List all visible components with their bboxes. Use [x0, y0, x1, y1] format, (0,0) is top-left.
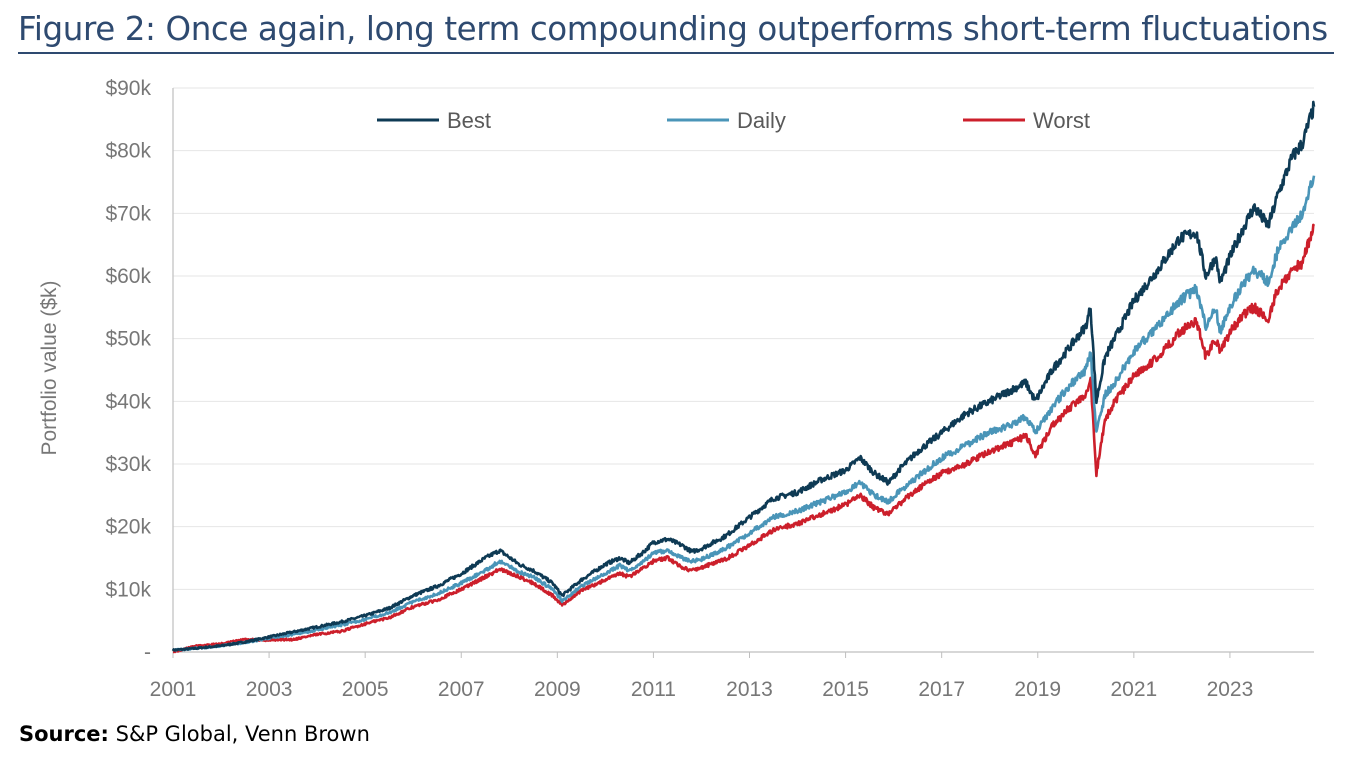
y-tick-label: $10k	[105, 578, 151, 601]
series-line-daily	[172, 175, 1316, 652]
x-tick-label: 2021	[1110, 678, 1157, 700]
y-tick-label: $80k	[105, 140, 151, 163]
gridlines	[173, 87, 1314, 590]
legend-label-best: Best	[447, 108, 491, 133]
y-tick-label: -	[144, 641, 151, 664]
title-underline	[18, 52, 1334, 54]
y-tick-labels: - $10k $20k $30k $40k $50k $60k $70k $80k $90k	[105, 77, 151, 664]
y-tick-label: $60k	[105, 265, 151, 288]
portfolio-line-chart: - $10k $20k $30k $40k $50k $60k $70k $80k $90k 20…	[38, 77, 1316, 700]
x-tick-label: 2019	[1014, 678, 1061, 700]
axes	[172, 88, 1314, 658]
y-tick-label: $90k	[105, 77, 151, 100]
source-label: Source:	[19, 722, 109, 746]
x-tick-label: 2013	[726, 678, 773, 700]
source-note: Source: S&P Global, Venn Brown	[19, 722, 370, 746]
x-tick-label: 2005	[342, 678, 389, 700]
series-line-best	[171, 100, 1316, 652]
x-tick-labels: 2001 2003 2005 2007 2009 2011 2013 2015 2017 2019…	[150, 678, 1254, 700]
x-tick-label: 2003	[246, 678, 293, 700]
y-tick-label: $20k	[105, 516, 151, 539]
legend-label-daily: Daily	[737, 108, 786, 133]
x-tick-label: 2015	[822, 678, 869, 700]
x-tick-label: 2017	[918, 678, 965, 700]
legend-label-worst: Worst	[1033, 108, 1090, 133]
y-tick-label: $30k	[105, 453, 151, 476]
legend: Best Daily Worst	[377, 108, 1090, 133]
series-lines	[171, 100, 1316, 654]
y-tick-label: $70k	[105, 202, 151, 225]
source-text: S&P Global, Venn Brown	[108, 722, 370, 746]
series-line-worst	[172, 223, 1316, 654]
chart-title: Figure 2: Once again, long term compound…	[18, 10, 1328, 48]
x-tick-label: 2023	[1207, 678, 1254, 700]
y-tick-label: $50k	[105, 328, 151, 351]
y-tick-label: $40k	[105, 390, 151, 413]
x-tick-label: 2001	[150, 678, 197, 700]
x-tick-label: 2007	[438, 678, 485, 700]
x-tick-label: 2011	[631, 678, 676, 700]
y-axis-label: Portfolio value ($k)	[38, 280, 61, 455]
x-tick-label: 2009	[534, 678, 581, 700]
